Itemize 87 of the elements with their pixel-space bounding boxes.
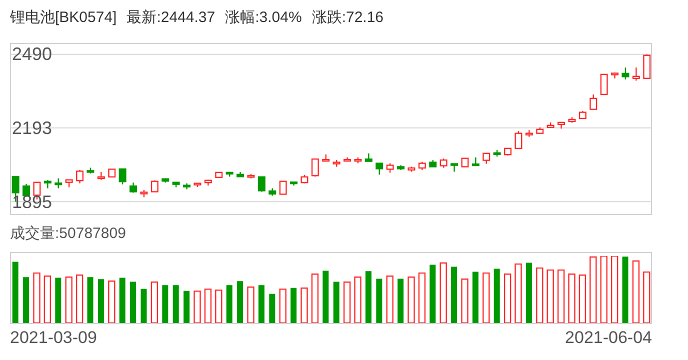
bar	[600, 256, 608, 323]
bar	[55, 278, 62, 323]
bar	[12, 262, 18, 323]
candlestick	[311, 158, 319, 178]
y-tick-label: 1895	[12, 192, 52, 212]
bar	[300, 288, 308, 323]
candlestick	[590, 94, 598, 110]
candlestick	[643, 54, 651, 79]
chart-title: 成交量:50787809	[10, 224, 126, 243]
bar	[514, 263, 522, 323]
text: 2021-03-09	[10, 328, 97, 348]
bar	[610, 256, 618, 323]
chart-title: 锂电池[BK0574]	[10, 9, 117, 26]
bar	[482, 272, 490, 323]
bar	[461, 278, 468, 323]
candlestick	[76, 169, 84, 184]
y-tick-label: 2490	[12, 44, 52, 64]
bar	[568, 273, 576, 323]
bar	[215, 290, 222, 323]
bar	[130, 282, 136, 323]
bar	[418, 272, 426, 323]
candlestick	[386, 162, 394, 174]
bar	[354, 276, 362, 323]
bar	[204, 288, 212, 323]
bar	[408, 276, 415, 323]
candlestick	[482, 152, 490, 164]
bar	[237, 281, 244, 323]
bar	[504, 273, 512, 323]
text: 2021-06-04	[565, 328, 652, 348]
bar	[87, 277, 94, 323]
bar	[536, 267, 544, 323]
bar	[119, 278, 126, 323]
bar	[44, 276, 52, 323]
bar	[333, 282, 340, 323]
bar	[247, 286, 254, 323]
bar	[546, 269, 554, 323]
bar	[65, 276, 72, 323]
bar	[386, 276, 394, 323]
bar	[430, 264, 436, 323]
bar	[279, 288, 286, 323]
candlestick	[622, 66, 630, 80]
candlestick	[118, 168, 126, 185]
candlestick	[600, 74, 608, 96]
bar	[376, 278, 382, 323]
bar	[440, 262, 447, 323]
bar	[162, 285, 168, 323]
bar	[398, 278, 404, 323]
bar	[578, 274, 586, 323]
bar	[590, 256, 597, 323]
bar	[494, 268, 500, 323]
bar	[365, 271, 372, 323]
bar	[140, 288, 147, 323]
bar	[184, 290, 190, 323]
bar	[226, 285, 232, 323]
bar	[622, 256, 628, 323]
text: 涨幅:3.04%	[225, 9, 302, 26]
bar	[150, 282, 158, 323]
candlestick	[258, 176, 266, 192]
candlestick	[54, 178, 62, 189]
bar	[290, 288, 297, 323]
bar	[108, 280, 116, 323]
candlestick	[440, 158, 448, 168]
candlestick	[632, 66, 640, 82]
bar	[632, 260, 640, 323]
bar	[98, 279, 104, 323]
candlestick	[472, 156, 480, 166]
bar	[258, 285, 264, 323]
bar	[76, 274, 84, 323]
bar	[557, 269, 565, 323]
bar	[172, 285, 179, 323]
candlestick	[279, 180, 287, 195]
bar	[269, 294, 276, 323]
bar	[194, 290, 201, 323]
text: 最新:2444.37	[126, 9, 216, 26]
bar	[33, 272, 40, 323]
y-tick-label: 2193	[12, 118, 52, 138]
bar	[311, 273, 319, 323]
bar	[23, 277, 30, 323]
bar	[526, 262, 532, 323]
candlestick	[376, 162, 384, 176]
bar	[643, 271, 650, 323]
bar	[343, 282, 351, 323]
bar	[322, 270, 329, 323]
text: 涨跌:72.16	[312, 9, 384, 26]
bar	[451, 266, 458, 323]
candlestick	[514, 130, 522, 150]
bar	[472, 272, 478, 323]
